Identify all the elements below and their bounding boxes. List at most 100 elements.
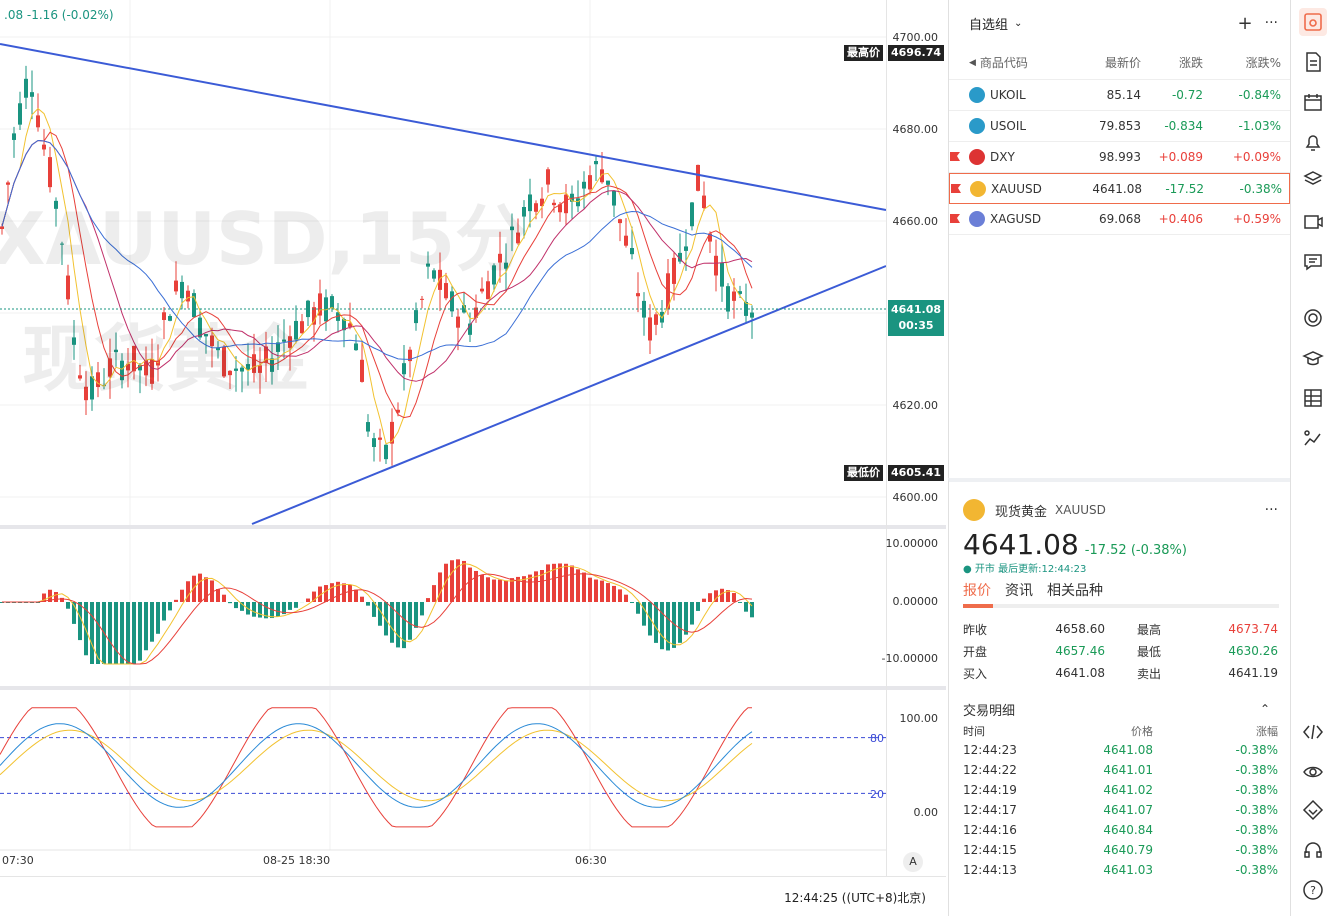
- timezone-clock[interactable]: 12:44:25 ((UTC+8)北京): [784, 891, 926, 905]
- bell-icon[interactable]: [1299, 128, 1327, 156]
- candle-body: [630, 248, 634, 255]
- document-icon[interactable]: [1299, 48, 1327, 76]
- candle-body: [288, 336, 292, 348]
- macd-histogram-bar: [624, 594, 628, 602]
- macd-histogram-bar: [372, 602, 376, 617]
- candle-body: [132, 345, 136, 372]
- diamond-icon[interactable]: [1299, 796, 1327, 824]
- watchlist-row[interactable]: DXY 98.993 +0.089 +0.09%: [949, 142, 1290, 173]
- price-axis[interactable]: 4700.00 4680.00 4660.00 4620.00 4600.00 …: [882, 0, 946, 876]
- macd-histogram-bar: [330, 583, 334, 602]
- graduation-icon[interactable]: [1299, 344, 1327, 372]
- calendar-icon[interactable]: [1299, 88, 1327, 116]
- pane-separator[interactable]: [0, 686, 946, 690]
- candle-body: [582, 181, 586, 189]
- macd-histogram-bar: [360, 596, 364, 602]
- column-symbol[interactable]: 商品代码: [979, 56, 1028, 70]
- macd-histogram-bar: [204, 577, 208, 602]
- watchlist-row[interactable]: XAGUSD 69.068 +0.406 +0.59%: [949, 204, 1290, 235]
- macd-histogram-bar: [186, 581, 190, 602]
- target-icon[interactable]: [1299, 304, 1327, 332]
- pane-separator[interactable]: [0, 525, 946, 529]
- eye-icon[interactable]: [1299, 758, 1327, 786]
- candle-body: [42, 144, 46, 150]
- add-icon[interactable]: +: [1237, 12, 1253, 34]
- stock-icon[interactable]: [1299, 424, 1327, 452]
- candle-body: [258, 365, 262, 373]
- silver-icon: [969, 211, 985, 227]
- chart-canvas[interactable]: [0, 0, 946, 876]
- chat-icon[interactable]: [1299, 248, 1327, 276]
- quote-stats: 昨收 4658.60 最高 4673.74 开盘 4657.46 最低 4630.26 买入 46…: [949, 608, 1290, 684]
- auto-scale-button[interactable]: A: [903, 852, 923, 872]
- trades-header[interactable]: 交易明细 ⌃: [949, 696, 1290, 722]
- stat-key: 最低: [1137, 644, 1162, 659]
- macd-histogram-bar: [588, 577, 592, 602]
- more-icon[interactable]: ···: [1264, 15, 1278, 31]
- macd-histogram-bar: [636, 602, 640, 614]
- candle-body: [174, 280, 178, 292]
- macd-histogram-bar: [348, 584, 352, 602]
- moving-average-line: [1, 107, 753, 445]
- chevron-down-icon[interactable]: ⌄: [1014, 17, 1023, 29]
- watchlist-row[interactable]: XAUUSD 4641.08 -17.52 -0.38%: [949, 173, 1290, 204]
- candle-body: [114, 349, 118, 353]
- macd-histogram-bar: [72, 602, 76, 624]
- trend-line: [0, 43, 887, 211]
- candle-body: [738, 291, 742, 294]
- chevron-up-icon[interactable]: ⌃: [1259, 702, 1270, 716]
- tab-related[interactable]: 相关品种: [1047, 583, 1103, 599]
- candle-body: [414, 310, 418, 324]
- candle-body: [690, 202, 694, 227]
- candle-body: [192, 293, 196, 318]
- candle-body: [162, 312, 166, 320]
- row-change: +0.089: [1158, 150, 1203, 164]
- stat-row: 开盘 4657.46 最低 4630.26: [963, 640, 1278, 662]
- candle-body: [198, 317, 202, 338]
- macd-histogram-bar: [384, 602, 388, 636]
- candle-body: [534, 203, 538, 212]
- column-change[interactable]: 涨跌: [1178, 56, 1203, 70]
- candle-body: [732, 291, 736, 301]
- help-icon[interactable]: ?: [1299, 876, 1327, 904]
- trade-pct: -0.38%: [1235, 783, 1278, 797]
- watchlist-selector[interactable]: 自选组: [969, 17, 1009, 33]
- watchlist-row[interactable]: UKOIL 85.14 -0.72 -0.84%: [949, 80, 1290, 111]
- collapse-icon[interactable]: ◀: [969, 57, 976, 68]
- macd-histogram-bar: [462, 560, 466, 602]
- column-pct[interactable]: 涨跌%: [1245, 56, 1281, 70]
- stat-value: 4657.46: [1055, 644, 1105, 658]
- trade-pct: -0.38%: [1235, 743, 1278, 757]
- trade-pct: -0.38%: [1235, 763, 1278, 777]
- macd-histogram-bar: [486, 577, 490, 602]
- candle-body: [378, 437, 382, 440]
- candle-body: [204, 334, 208, 337]
- stat-key: 买入: [963, 666, 988, 681]
- table-icon[interactable]: [1299, 384, 1327, 412]
- watchlist-row[interactable]: USOIL 79.853 -0.834 -1.03%: [949, 111, 1290, 142]
- macd-histogram-bar: [78, 602, 82, 641]
- screen-icon[interactable]: [1299, 208, 1327, 236]
- candle-body: [480, 288, 484, 292]
- chart-legend: .08 -1.16 (-0.02%): [4, 8, 114, 22]
- trades-column-header: 时间 价格 涨幅: [949, 722, 1290, 740]
- tab-quote[interactable]: 报价: [963, 583, 991, 599]
- candle-body: [360, 359, 364, 382]
- headset-icon[interactable]: [1299, 836, 1327, 864]
- macd-histogram-bar: [690, 602, 694, 625]
- chart-area[interactable]: XAUUSD,15分 现货黄金 .08 -1.16 (-0.02%) 4700.…: [0, 0, 946, 916]
- candle-body: [36, 115, 40, 128]
- flag-icon: [950, 152, 960, 161]
- candle-body: [600, 169, 604, 183]
- more-icon[interactable]: ···: [1264, 502, 1278, 518]
- macd-histogram-bar: [522, 576, 526, 602]
- column-last[interactable]: 最新价: [1104, 56, 1141, 70]
- trade-row: 12:44:17 4641.07 -0.38%: [949, 800, 1290, 820]
- col-pct: 涨幅: [1256, 725, 1278, 738]
- signal-line: [2, 573, 753, 665]
- candle-body: [726, 286, 730, 312]
- code-icon[interactable]: [1299, 718, 1327, 746]
- layers-icon[interactable]: [1299, 166, 1327, 194]
- alert-icon[interactable]: [1299, 8, 1327, 36]
- tab-news[interactable]: 资讯: [1005, 583, 1033, 599]
